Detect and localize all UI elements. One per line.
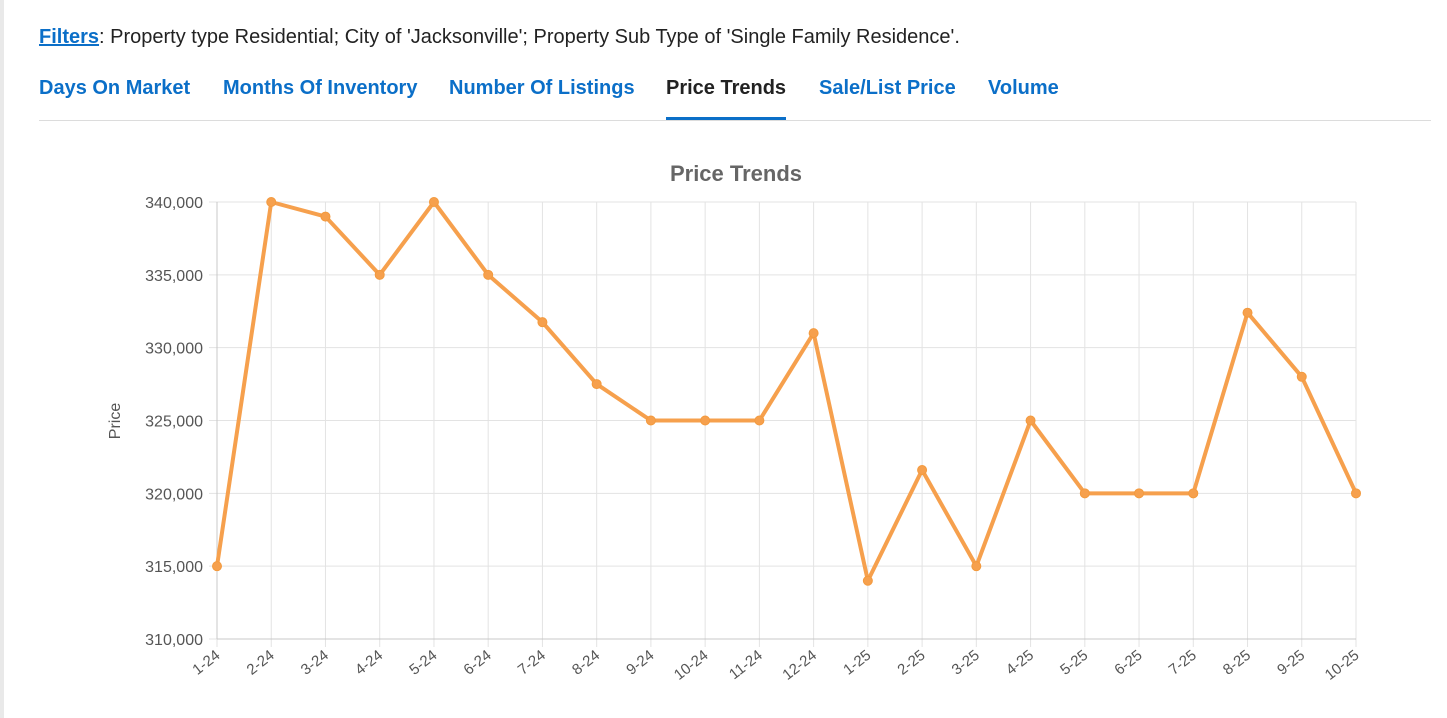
data-point[interactable] <box>1351 488 1361 499</box>
data-point[interactable] <box>483 269 494 280</box>
data-point[interactable] <box>374 269 385 280</box>
x-axis-ticks: 1-24 2-24 3-24 4-24 5-24 6-24 7-24 8-24 9-24 10-2… <box>189 647 1362 684</box>
data-point[interactable] <box>1188 488 1199 499</box>
data-point[interactable] <box>320 211 331 222</box>
filters-bar: Filters: Property type Residential; City… <box>39 26 960 49</box>
x-tick-label: 4-24 <box>352 647 386 679</box>
x-tick-label: 5-24 <box>406 647 440 679</box>
tab-sale-list-price[interactable]: Sale/List Price <box>819 77 956 99</box>
data-point[interactable] <box>591 379 602 390</box>
x-tick-label: 9-24 <box>623 647 657 679</box>
data-point[interactable] <box>917 465 928 476</box>
x-tick-label: 10-25 <box>1322 647 1363 684</box>
y-tick-label: 330,000 <box>145 341 203 358</box>
series-line-layer <box>215 200 1358 583</box>
x-tick-label: 7-24 <box>515 647 549 679</box>
x-tick-label: 8-25 <box>1220 647 1254 679</box>
chart-tabs: Days On Market Months Of Inventory Numbe… <box>39 76 1431 121</box>
x-tick-label: 11-24 <box>726 647 766 683</box>
x-tick-label: 1-24 <box>189 647 223 679</box>
y-tick-label: 325,000 <box>145 414 203 431</box>
data-point[interactable] <box>808 328 819 339</box>
data-point[interactable] <box>862 575 873 586</box>
x-tick-label: 9-25 <box>1274 647 1308 679</box>
data-point[interactable] <box>212 561 222 572</box>
filters-link[interactable]: Filters <box>39 26 100 48</box>
data-point[interactable] <box>754 415 765 426</box>
y-tick-label: 335,000 <box>145 268 203 285</box>
data-point[interactable] <box>266 197 277 207</box>
y-tick-label: 340,000 <box>145 195 203 212</box>
tab-volume[interactable]: Volume <box>988 77 1059 99</box>
x-tick-label: 12-24 <box>779 647 820 684</box>
tab-months-of-inventory[interactable]: Months Of Inventory <box>223 77 418 99</box>
series-points <box>212 197 1361 586</box>
data-point[interactable] <box>971 561 982 572</box>
y-axis-label: Price <box>107 403 124 440</box>
data-point[interactable] <box>645 415 656 426</box>
tab-number-of-listings[interactable]: Number Of Listings <box>449 77 635 99</box>
x-tick-label: 1-25 <box>840 647 874 679</box>
filters-text: : Property type Residential; City of 'Ja… <box>99 26 960 48</box>
x-tick-label: 4-25 <box>1003 647 1037 679</box>
data-point[interactable] <box>1025 415 1036 426</box>
y-tick-label: 315,000 <box>145 559 203 576</box>
x-tick-label: 2-25 <box>894 647 928 679</box>
series-line <box>215 200 1358 583</box>
x-tick-label: 5-25 <box>1057 647 1091 679</box>
y-axis-ticks: 310,000 315,000 320,000 325,000 330,000 335,0… <box>145 195 203 649</box>
data-point[interactable] <box>1079 488 1090 499</box>
tab-price-trends[interactable]: Price Trends <box>666 76 787 120</box>
y-tick-label: 310,000 <box>145 632 203 649</box>
x-tick-label: 8-24 <box>569 647 603 679</box>
data-point[interactable] <box>1242 307 1253 318</box>
data-point[interactable] <box>1134 488 1145 499</box>
tab-days-on-market[interactable]: Days On Market <box>39 77 191 99</box>
x-tick-label: 3-25 <box>949 647 983 679</box>
y-tick-label: 320,000 <box>145 486 203 503</box>
data-point[interactable] <box>1296 371 1307 382</box>
x-tick-label: 7-25 <box>1166 647 1200 679</box>
data-point[interactable] <box>428 197 439 207</box>
x-tick-label: 2-24 <box>244 647 278 679</box>
x-tick-label: 6-24 <box>461 647 495 679</box>
chart-grid <box>209 201 1357 647</box>
data-point[interactable] <box>537 317 548 328</box>
x-tick-label: 3-24 <box>298 647 332 679</box>
data-point[interactable] <box>700 415 711 426</box>
x-tick-label: 6-25 <box>1111 647 1145 679</box>
chart-title: Price Trends <box>670 161 802 186</box>
x-tick-label: 10-24 <box>671 647 712 684</box>
left-border <box>0 0 4 718</box>
